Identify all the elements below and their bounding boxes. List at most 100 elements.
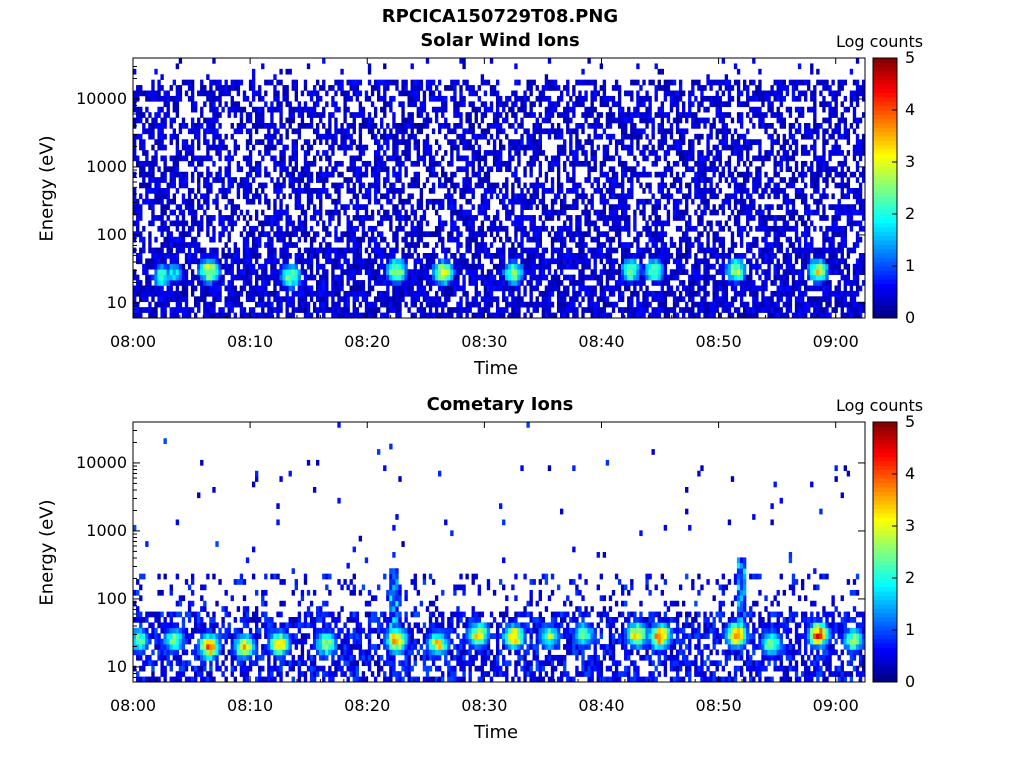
spectrogram-cell (566, 204, 570, 210)
spectrogram-cell (431, 166, 436, 173)
spectrogram-cell (221, 312, 225, 319)
spectrogram-cell (468, 198, 472, 205)
spectrogram-cell (651, 258, 655, 265)
spectrogram-cell (581, 123, 585, 129)
spectrogram-cell (383, 247, 387, 254)
spectrogram-cell (322, 274, 326, 281)
spectrogram-cell (325, 269, 329, 275)
spectrogram-cell (200, 90, 204, 97)
spectrogram-cell (474, 312, 478, 319)
spectrogram-cell (627, 220, 631, 227)
spectrogram-cell (175, 274, 180, 281)
spectrogram-cell (477, 155, 481, 162)
spectrogram-cell (230, 253, 234, 259)
spectrogram-cell (486, 128, 491, 135)
spectrogram-cell (447, 139, 451, 145)
spectrogram-cell (373, 247, 378, 254)
spectrogram-cell (264, 182, 268, 189)
spectrogram-cell (316, 150, 320, 156)
spectrogram-cell (133, 301, 137, 308)
spectrogram-cell (544, 155, 549, 162)
spectrogram-cell (273, 269, 277, 275)
spectrogram-cell (334, 307, 338, 313)
spectrogram-cell (431, 204, 436, 210)
spectrogram-cell (630, 312, 634, 319)
spectrogram-cell (212, 258, 216, 265)
spectrogram-cell (251, 68, 256, 75)
spectrogram-cell (660, 182, 664, 189)
spectrogram-cell (685, 242, 689, 248)
spectrogram-cell (511, 144, 515, 151)
spectrogram-cell (675, 247, 680, 254)
spectrogram-cell (474, 269, 478, 275)
spectrogram-cell (325, 247, 329, 254)
spectrogram-cell (352, 204, 356, 210)
spectrogram-cell (639, 112, 643, 118)
spectrogram-cell (377, 95, 381, 102)
spectrogram-cell (624, 274, 628, 281)
spectrogram-cell (642, 79, 646, 86)
spectrogram-cell (678, 263, 683, 270)
spectrogram-cell (370, 128, 375, 135)
spectrogram-cell (261, 209, 265, 216)
spectrogram-cell (337, 253, 341, 259)
spectrogram-cell (346, 274, 350, 281)
spectrogram-cell (520, 215, 524, 221)
spectrogram-cell (541, 85, 546, 91)
spectrogram-cell (367, 182, 372, 189)
spectrogram-cell (352, 280, 356, 286)
spectrogram-cell (416, 285, 420, 292)
spectrogram-cell (556, 236, 561, 243)
spectrogram-cell (584, 209, 588, 216)
spectrogram-cell (489, 242, 494, 248)
spectrogram-cell (596, 123, 600, 129)
spectrogram-cell (675, 123, 680, 129)
spectrogram-cell (242, 193, 247, 200)
spectrogram-cell (450, 236, 454, 243)
spectrogram-cell (340, 90, 344, 97)
spectrogram-cell (526, 215, 530, 221)
spectrogram-cell (377, 198, 381, 205)
spectrogram-cell (322, 269, 326, 275)
spectrogram-cell (303, 166, 308, 173)
spectrogram-cell (203, 177, 207, 183)
spectrogram-cell (480, 133, 485, 140)
spectrogram-cell (410, 182, 414, 189)
spectrogram-cell (251, 106, 256, 113)
spectrogram-cell (578, 274, 582, 281)
spectrogram-cell (572, 85, 576, 91)
spectrogram-cell (319, 215, 323, 221)
spectrogram-cell (614, 193, 619, 200)
spectrogram-cell (471, 225, 475, 232)
spectrogram-cell (273, 280, 277, 286)
spectrogram-cell (190, 177, 195, 183)
spectrogram-cell (566, 274, 570, 281)
spectrogram-cell (682, 307, 686, 313)
spectrogram-cell (581, 128, 585, 135)
spectrogram-cell (352, 263, 356, 270)
spectrogram-cell (547, 117, 552, 124)
spectrogram-cell (639, 117, 643, 124)
spectrogram-cell (511, 112, 515, 118)
spectrogram-cell (264, 101, 268, 108)
spectrogram-cell (245, 247, 250, 254)
spectrogram-cell (654, 280, 658, 286)
spectrogram-cell (358, 263, 363, 270)
spectrogram-cell (309, 263, 314, 270)
spectrogram-cell (441, 269, 445, 275)
spectrogram-cell (297, 253, 302, 259)
spectrogram-cell (639, 301, 643, 308)
spectrogram-cell (255, 215, 259, 221)
spectrogram-cell (218, 112, 222, 118)
spectrogram-cell (340, 280, 344, 286)
spectrogram-cell (187, 258, 192, 265)
spectrogram-cell (544, 117, 549, 124)
spectrogram-cell (495, 128, 500, 135)
spectrogram-cell (529, 253, 533, 259)
spectrogram-cell (212, 290, 216, 297)
spectrogram-cell (261, 269, 265, 275)
spectrogram-cell (532, 101, 536, 108)
spectrogram-cell (682, 236, 686, 243)
spectrogram-cell (288, 117, 292, 124)
spectrogram-cell (273, 166, 277, 173)
